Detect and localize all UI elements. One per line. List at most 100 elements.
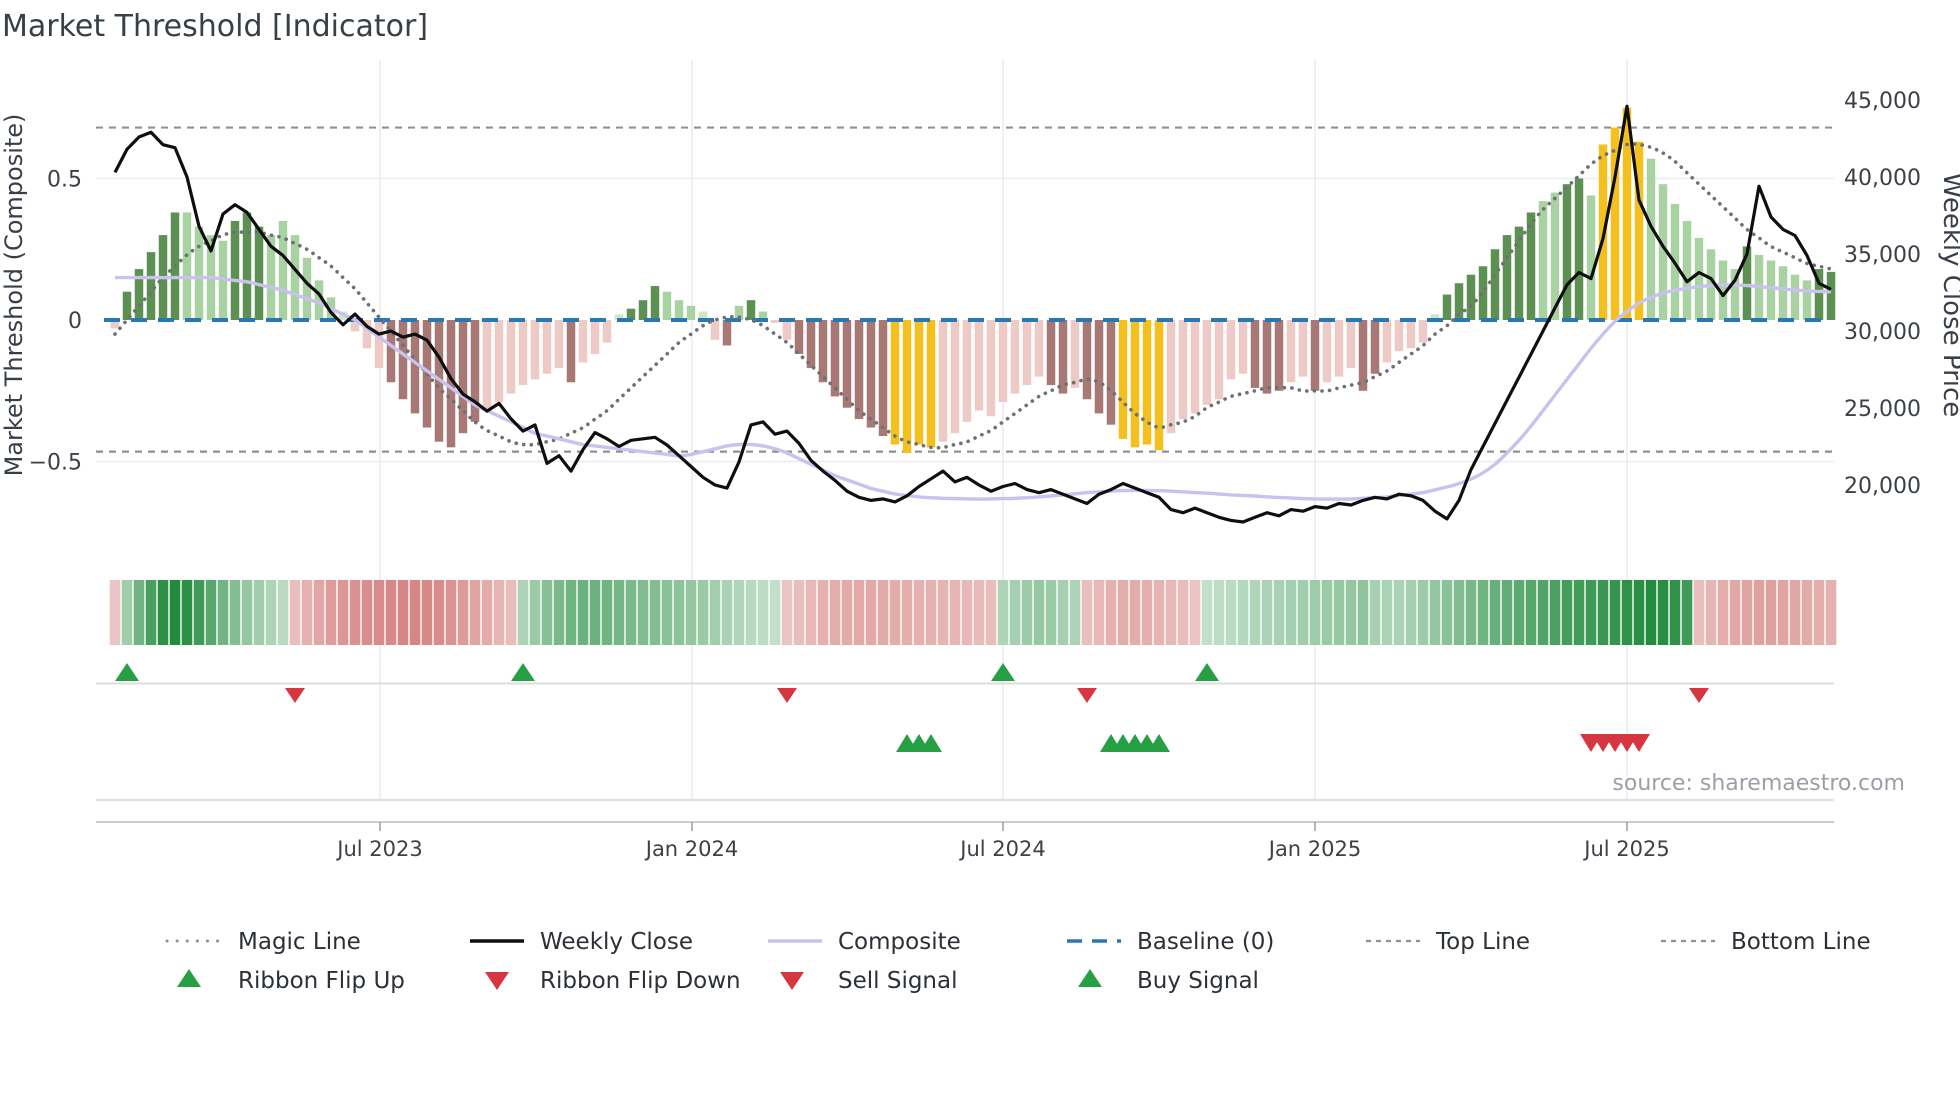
ribbon-cell: [205, 580, 217, 645]
threshold-bar: [1646, 158, 1656, 320]
threshold-bar: [794, 320, 804, 354]
ribbon-cell: [769, 580, 781, 645]
y-tick-label-right: 20,000: [1844, 474, 1921, 499]
threshold-bar: [1526, 212, 1536, 320]
ribbon-flip-up-icon: [991, 663, 1015, 681]
magic-line: [113, 142, 1833, 450]
ribbon-cell: [505, 580, 517, 645]
ribbon-cell: [1201, 580, 1213, 645]
threshold-bar: [446, 320, 456, 448]
ribbon-cell: [889, 580, 901, 645]
y-tick-label-right: 45,000: [1844, 89, 1921, 114]
legend-item-label: Weekly Close: [540, 929, 693, 955]
threshold-bar: [1694, 237, 1704, 320]
ribbon-cell: [121, 580, 133, 645]
ribbon-cell: [1513, 580, 1525, 645]
threshold-bar: [1298, 320, 1308, 377]
threshold-bar: [1742, 246, 1752, 320]
threshold-bar: [1766, 260, 1776, 320]
threshold-bar: [1238, 320, 1248, 374]
ribbon-cell: [157, 580, 169, 645]
ribbon-cell: [577, 580, 589, 645]
threshold-bar: [926, 320, 936, 448]
threshold-bar: [962, 320, 972, 422]
threshold-bar: [290, 235, 300, 320]
threshold-bar: [842, 320, 852, 408]
y-tick-label-right: 25,000: [1844, 397, 1921, 422]
threshold-bar: [806, 320, 816, 369]
ribbon-cell: [1537, 580, 1549, 645]
threshold-bar: [626, 308, 636, 320]
ribbon-cell: [361, 580, 373, 645]
ribbon-cell: [1561, 580, 1573, 645]
ribbon-cell: [961, 580, 973, 645]
y-tick-label-right: 35,000: [1844, 243, 1921, 268]
threshold-bar: [1010, 320, 1020, 394]
threshold-bar: [302, 257, 312, 320]
ribbon-cell: [1345, 580, 1357, 645]
threshold-bar: [1538, 201, 1548, 320]
threshold-bar: [1634, 141, 1644, 320]
threshold-bar: [1586, 195, 1596, 320]
threshold-bar: [1430, 314, 1440, 320]
legend-item-label: Composite: [838, 929, 961, 955]
threshold-bar: [1058, 320, 1068, 394]
ribbon-cell: [901, 580, 913, 645]
y-tick-label-right: 30,000: [1844, 320, 1921, 345]
ribbon-cell: [1645, 580, 1657, 645]
threshold-bar: [1022, 320, 1032, 386]
ribbon-cell: [1261, 580, 1273, 645]
x-tick-label: Jul 2024: [958, 837, 1045, 861]
ribbon-cell: [1453, 580, 1465, 645]
ribbon-cell: [697, 580, 709, 645]
ribbon-cell: [589, 580, 601, 645]
threshold-bar: [1826, 271, 1836, 320]
threshold-bar: [902, 320, 912, 454]
threshold-bar: [1130, 320, 1140, 448]
ribbon-cell: [685, 580, 697, 645]
threshold-bar: [1274, 320, 1284, 391]
x-tick-label: Jul 2023: [335, 837, 422, 861]
legend-item-label: Buy Signal: [1137, 968, 1259, 994]
threshold-bar: [398, 320, 408, 400]
threshold-bar: [1250, 320, 1260, 388]
threshold-bar: [1658, 184, 1668, 320]
ribbon-cell: [1309, 580, 1321, 645]
threshold-bar: [1610, 127, 1620, 320]
ribbon-flip-up-icon: [511, 663, 535, 681]
ribbon-cell: [1813, 580, 1825, 645]
threshold-bar: [638, 300, 648, 320]
threshold-bar: [230, 220, 240, 320]
ribbon-cell: [397, 580, 409, 645]
threshold-bar: [590, 320, 600, 354]
threshold-bar: [1502, 235, 1512, 320]
ribbon-cell: [1321, 580, 1333, 645]
ribbon-cell: [553, 580, 565, 645]
ribbon-cell: [829, 580, 841, 645]
threshold-bar: [266, 235, 276, 320]
ribbon-cell: [1165, 580, 1177, 645]
threshold-bar: [182, 212, 192, 320]
ribbon-cell: [229, 580, 241, 645]
threshold-bar: [134, 269, 144, 320]
right-axis-title: Weekly Close Price: [1937, 173, 1960, 418]
sell-signal-icon: [1628, 734, 1650, 752]
threshold-bar: [890, 320, 900, 445]
ribbon-cell: [1189, 580, 1201, 645]
threshold-bar: [506, 320, 516, 394]
ribbon-cell: [1033, 580, 1045, 645]
ribbon-cell: [1069, 580, 1081, 645]
ribbon-cell: [253, 580, 265, 645]
ribbon-cell: [433, 580, 445, 645]
ribbon-cell: [1357, 580, 1369, 645]
threshold-bar: [1730, 269, 1740, 320]
ribbon-cell: [193, 580, 205, 645]
ribbon-cell: [1405, 580, 1417, 645]
threshold-bar: [1370, 320, 1380, 374]
ribbon-cell: [1621, 580, 1633, 645]
threshold-bar: [1106, 320, 1116, 425]
ribbon-cell: [1105, 580, 1117, 645]
legend-item-label: Baseline (0): [1137, 929, 1274, 955]
threshold-bar: [1094, 320, 1104, 414]
ribbon-cell: [169, 580, 181, 645]
